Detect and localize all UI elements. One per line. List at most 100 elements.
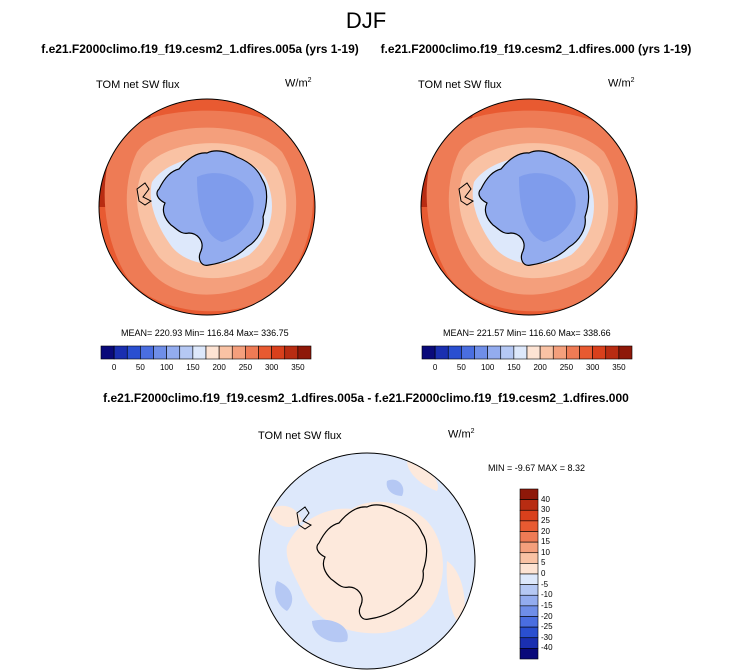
colorbar-left-swatch — [297, 345, 312, 360]
colorbar-right-tick-label: 250 — [559, 363, 574, 372]
colorbar-right-swatch — [461, 345, 475, 360]
colorbar-right-tick-label: 350 — [612, 363, 626, 372]
colorbar-difference-swatch — [519, 552, 539, 564]
colorbar-right-ticks: 0 50 100 150 200 250 300 350 — [422, 363, 632, 375]
colorbar-right-swatch — [421, 345, 436, 360]
colorbar-left-tick-label: 0 — [111, 363, 117, 372]
colorbar-difference-swatch — [519, 605, 539, 617]
season-title: DJF — [345, 8, 387, 33]
colorbar-left-ticks: 0 50 100 150 200 250 300 350 — [101, 363, 311, 375]
colorbar-difference-tick-label: -20 — [541, 611, 553, 621]
case-title-right: f.e21.F2000climo.f19_f19.cesm2_1.dfires.… — [380, 42, 692, 56]
colorbar-difference-tick-label: -30 — [541, 632, 553, 642]
colorbar-left-swatch — [140, 345, 154, 360]
colorbar-right-swatch — [526, 345, 541, 360]
colorbar-difference-swatch — [519, 520, 539, 532]
colorbar-right-tick-label: 200 — [533, 363, 547, 372]
colorbar-left-swatch — [113, 345, 128, 360]
variable-label-left: TOM net SW flux — [96, 79, 180, 91]
colorbar-right-swatch — [566, 345, 580, 360]
colorbar-right-swatch — [579, 345, 593, 360]
colorbar-left-tick-label: 200 — [212, 363, 226, 372]
colorbar-left-swatch — [126, 345, 141, 360]
colorbar-right-tick-label: 150 — [507, 363, 521, 372]
colorbar-left-swatch — [245, 345, 259, 360]
colorbar-left-tick-label: 350 — [291, 363, 305, 372]
colorbar-difference-swatch — [519, 531, 539, 543]
colorbar-left — [100, 345, 312, 360]
colorbar-difference-swatch — [519, 563, 539, 575]
colorbar-difference-tick-label: 25 — [541, 515, 550, 525]
colorbar-left-tick-label: 100 — [159, 363, 174, 372]
difference-title: f.e21.F2000climo.f19_f19.cesm2_1.dfires.… — [103, 391, 629, 405]
colorbar-left-swatch — [166, 345, 181, 360]
colorbar-difference-swatch — [519, 616, 539, 628]
colorbar-left-swatch — [100, 345, 115, 360]
colorbar-left-swatch — [192, 345, 207, 360]
colorbar-difference-tick-label: 5 — [541, 558, 546, 568]
colorbar-difference-swatch — [519, 488, 539, 500]
variable-label-diff: TOM net SW flux — [258, 430, 342, 442]
colorbar-left-swatch — [231, 345, 246, 360]
polar-map-left — [98, 98, 316, 316]
colorbar-difference-tick-label: -10 — [541, 590, 553, 600]
colorbar-right-tick-label: 100 — [480, 363, 495, 372]
colorbar-difference-swatch — [519, 499, 539, 511]
colorbar-difference-swatch — [519, 648, 539, 660]
colorbar-difference-tick-label: 20 — [541, 526, 550, 536]
colorbar-right-swatch — [605, 345, 620, 360]
units-label-left: W/m2 — [285, 77, 312, 90]
colorbar-difference-tick-label: 40 — [541, 494, 550, 504]
colorbar-difference-swatch — [519, 626, 539, 639]
colorbar-left-swatch — [179, 345, 194, 360]
colorbar-left-swatch — [218, 345, 233, 360]
units-label-right: W/m2 — [608, 77, 635, 90]
colorbar-left-tick-label: 150 — [186, 363, 200, 372]
colorbar-left-swatch — [153, 345, 167, 360]
colorbar-right-swatch — [513, 345, 528, 360]
colorbar-difference-tick-label: -25 — [541, 622, 553, 632]
colorbar-right-swatch — [474, 345, 488, 360]
colorbar-right-tick-label: 50 — [456, 363, 466, 372]
colorbar-right-tick-label: 0 — [432, 363, 438, 372]
units-label-diff: W/m2 — [448, 428, 475, 441]
colorbar-right — [421, 345, 633, 360]
colorbar-left-swatch — [205, 345, 220, 360]
stats-left: MEAN= 220.93 Min= 116.84 Max= 336.75 — [121, 328, 289, 338]
polar-map-difference — [258, 452, 476, 670]
stats-diff: MIN = -9.67 MAX = 8.32 — [488, 463, 586, 473]
colorbar-right-swatch — [434, 345, 449, 360]
colorbar-right-swatch — [552, 345, 567, 360]
colorbar-left-tick-label: 50 — [135, 363, 145, 372]
colorbar-difference-swatch — [519, 573, 539, 585]
colorbar-left-swatch — [258, 345, 272, 360]
stats-right: MEAN= 221.57 Min= 116.60 Max= 338.66 — [443, 328, 611, 338]
colorbar-left-swatch — [271, 345, 286, 360]
colorbar-difference-tick-label: 0 — [541, 569, 546, 578]
colorbar-right-swatch — [500, 345, 515, 360]
colorbar-right-swatch — [487, 345, 502, 360]
colorbar-left-tick-label: 300 — [264, 363, 279, 372]
colorbar-difference-ticks: 40 30 25 20 15 10 5 0 -5 -10 -15 -20 -25 -30 -40 — [541, 489, 571, 659]
colorbar-difference-swatch — [519, 541, 539, 554]
colorbar-difference-swatch — [519, 637, 539, 649]
polar-map-right — [420, 98, 638, 316]
colorbar-difference-tick-label: -40 — [541, 643, 553, 653]
colorbar-difference-swatch — [519, 584, 539, 596]
colorbar-difference-swatch — [519, 594, 539, 607]
colorbar-difference-tick-label: 10 — [541, 547, 550, 557]
colorbar-difference-tick-label: 30 — [541, 505, 550, 515]
colorbar-right-tick-label: 300 — [585, 363, 600, 372]
colorbar-difference-tick-label: -15 — [541, 600, 553, 610]
colorbar-difference — [519, 488, 539, 660]
colorbar-right-swatch — [618, 345, 633, 360]
variable-label-right: TOM net SW flux — [418, 79, 502, 91]
colorbar-right-swatch — [592, 345, 607, 360]
colorbar-left-swatch — [284, 345, 299, 360]
colorbar-difference-tick-label: -5 — [541, 579, 549, 589]
colorbar-right-swatch — [539, 345, 554, 360]
colorbar-difference-tick-label: 15 — [541, 537, 550, 547]
colorbar-difference-swatch — [519, 509, 539, 522]
case-title-left: f.e21.F2000climo.f19_f19.cesm2_1.dfires.… — [41, 42, 359, 56]
colorbar-right-swatch — [447, 345, 462, 360]
